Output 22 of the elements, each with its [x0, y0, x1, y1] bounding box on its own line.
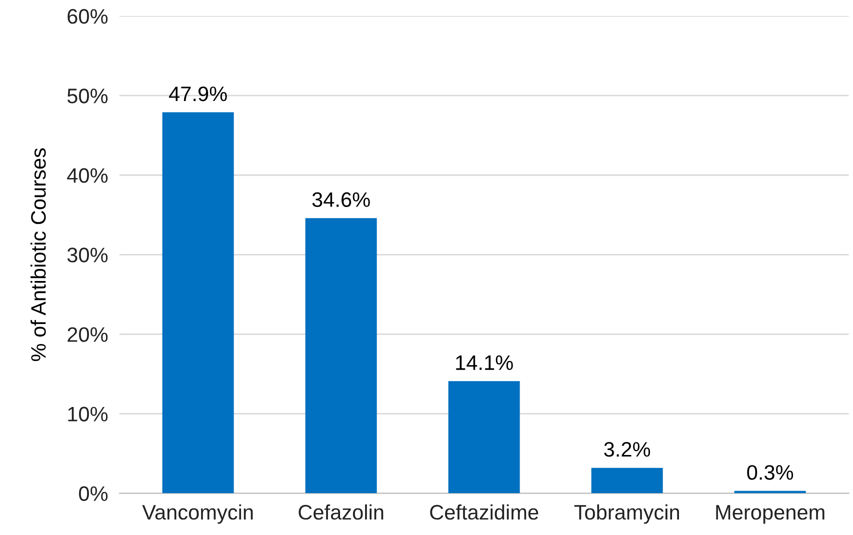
y-tick-label: 60%	[68, 9, 108, 24]
data-label: 0.3%	[747, 465, 794, 480]
data-label: 47.9%	[169, 86, 227, 102]
x-tick-label: Tobramycin	[574, 504, 679, 524]
y-tick-label: 10%	[68, 406, 108, 422]
y-axis-title: % of Antibiotic Courses	[30, 148, 46, 362]
y-tick-label: 0%	[79, 486, 108, 502]
bar	[162, 112, 234, 494]
y-tick-label: 20%	[68, 327, 108, 342]
data-label: 14.1%	[456, 355, 513, 370]
y-tick-label: 40%	[67, 168, 108, 183]
y-tick-label: 30%	[67, 248, 108, 262]
x-tick-label: Vancomycin	[142, 504, 253, 524]
x-tick-label: Meropenem	[716, 505, 824, 524]
x-tick-label: Cefazolin	[298, 504, 384, 520]
x-tick-label: Ceftazidime	[430, 504, 538, 520]
data-label: 34.6%	[312, 192, 370, 208]
data-label: 3.2%	[604, 442, 650, 457]
bar	[305, 218, 377, 494]
y-tick-label: 50%	[67, 88, 108, 104]
bar	[591, 468, 663, 494]
bar	[448, 381, 520, 494]
